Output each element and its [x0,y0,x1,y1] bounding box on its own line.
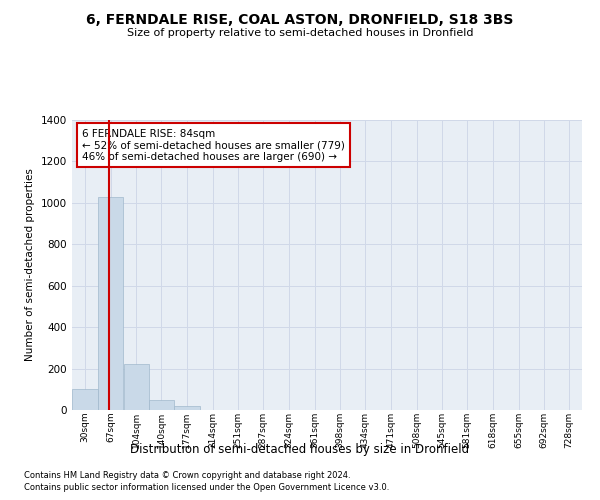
Text: Distribution of semi-detached houses by size in Dronfield: Distribution of semi-detached houses by … [130,442,470,456]
Bar [98,196,123,410]
Text: Size of property relative to semi-detached houses in Dronfield: Size of property relative to semi-detach… [127,28,473,38]
Bar [124,364,149,410]
Text: Contains HM Land Registry data © Crown copyright and database right 2024.: Contains HM Land Registry data © Crown c… [24,471,350,480]
Y-axis label: Number of semi-detached properties: Number of semi-detached properties [25,168,35,362]
Bar [72,390,97,410]
Text: 6, FERNDALE RISE, COAL ASTON, DRONFIELD, S18 3BS: 6, FERNDALE RISE, COAL ASTON, DRONFIELD,… [86,12,514,26]
Text: 6 FERNDALE RISE: 84sqm
← 52% of semi-detached houses are smaller (779)
46% of se: 6 FERNDALE RISE: 84sqm ← 52% of semi-det… [82,128,345,162]
Bar [149,400,174,410]
Text: Contains public sector information licensed under the Open Government Licence v3: Contains public sector information licen… [24,484,389,492]
Bar [174,406,200,410]
